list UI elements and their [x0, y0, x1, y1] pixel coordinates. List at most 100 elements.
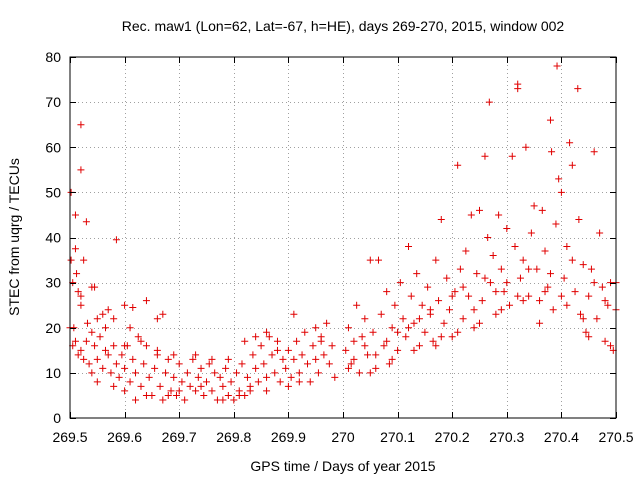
y-tick-label: 40: [45, 230, 61, 246]
data-point: [548, 148, 556, 156]
data-point: [385, 360, 393, 368]
data-point: [118, 351, 126, 359]
data-point: [391, 301, 399, 309]
data-point: [200, 391, 208, 399]
data-point: [566, 139, 574, 147]
data-point: [93, 355, 101, 363]
data-point: [574, 85, 582, 93]
data-point: [219, 382, 227, 390]
y-tick-label: 60: [45, 139, 61, 155]
data-point: [279, 355, 287, 363]
data-point: [525, 265, 533, 273]
data-point: [473, 270, 481, 278]
data-point: [506, 301, 514, 309]
data-point: [394, 328, 402, 336]
x-tick-label: 269.6: [107, 429, 142, 445]
data-point: [290, 310, 298, 318]
data-point: [418, 301, 426, 309]
data-point: [252, 364, 260, 372]
data-point: [295, 378, 303, 386]
data-point: [364, 351, 372, 359]
x-tick-label: 269.8: [216, 429, 251, 445]
data-point: [470, 324, 478, 332]
data-point: [265, 333, 273, 341]
data-point: [361, 315, 369, 323]
data-point: [353, 301, 361, 309]
y-axis-label: STEC from uqrg / TECUs: [6, 158, 22, 316]
data-point: [451, 288, 459, 296]
data-point: [140, 360, 148, 368]
data-point: [541, 288, 549, 296]
data-point: [295, 369, 303, 377]
data-point: [555, 175, 563, 183]
data-point: [568, 161, 576, 169]
data-point: [304, 360, 312, 368]
data-point: [486, 279, 494, 287]
data-point: [298, 351, 306, 359]
y-tick-label: 30: [45, 275, 61, 291]
data-point: [579, 261, 587, 269]
data-point: [598, 283, 606, 291]
data-point: [607, 342, 615, 350]
data-point: [249, 351, 257, 359]
data-point: [380, 342, 388, 350]
data-point: [402, 333, 410, 341]
y-tick-label: 70: [45, 94, 61, 110]
data-point: [194, 373, 202, 381]
data-point: [129, 355, 137, 363]
data-point: [159, 396, 167, 404]
data-point: [115, 373, 123, 381]
data-point: [67, 256, 75, 264]
data-point: [273, 337, 281, 345]
data-point: [590, 148, 598, 156]
data-point: [456, 265, 464, 273]
data-point: [358, 333, 366, 341]
data-point: [454, 328, 462, 336]
data-point: [369, 328, 377, 336]
data-point: [257, 342, 265, 350]
data-point: [126, 378, 134, 386]
data-point: [415, 315, 423, 323]
data-point: [342, 346, 350, 354]
data-point: [99, 310, 107, 318]
data-point: [552, 220, 560, 228]
data-point: [328, 342, 336, 350]
y-tick-label: 0: [53, 410, 61, 426]
data-point: [448, 333, 456, 341]
data-point: [347, 360, 355, 368]
data-point: [153, 315, 161, 323]
x-tick-label: 270.2: [435, 429, 470, 445]
data-point: [489, 252, 497, 260]
data-point: [137, 382, 145, 390]
data-point: [459, 283, 467, 291]
data-point: [121, 301, 129, 309]
data-point: [77, 292, 85, 300]
data-point: [388, 355, 396, 363]
data-point: [544, 283, 552, 291]
data-point: [355, 369, 363, 377]
data-point: [268, 351, 276, 359]
chart-title: Rec. maw1 (Lon=62, Lat=-67, h=HE), days …: [122, 18, 565, 34]
data-point: [372, 351, 380, 359]
data-point: [175, 360, 183, 368]
data-point: [85, 360, 93, 368]
data-point: [224, 391, 232, 399]
data-point: [563, 243, 571, 251]
data-point: [399, 315, 407, 323]
data-point: [159, 310, 167, 318]
data-point: [604, 301, 612, 309]
data-point: [104, 306, 112, 314]
data-point: [571, 288, 579, 296]
data-point: [437, 333, 445, 341]
data-point: [585, 292, 593, 300]
data-point: [110, 382, 118, 390]
data-point: [216, 373, 224, 381]
data-point: [145, 373, 153, 381]
data-point: [260, 360, 268, 368]
data-point: [77, 301, 85, 309]
data-point: [112, 236, 120, 244]
data-point: [132, 369, 140, 377]
data-point: [88, 328, 96, 336]
data-point: [596, 229, 604, 237]
data-point: [88, 369, 96, 377]
